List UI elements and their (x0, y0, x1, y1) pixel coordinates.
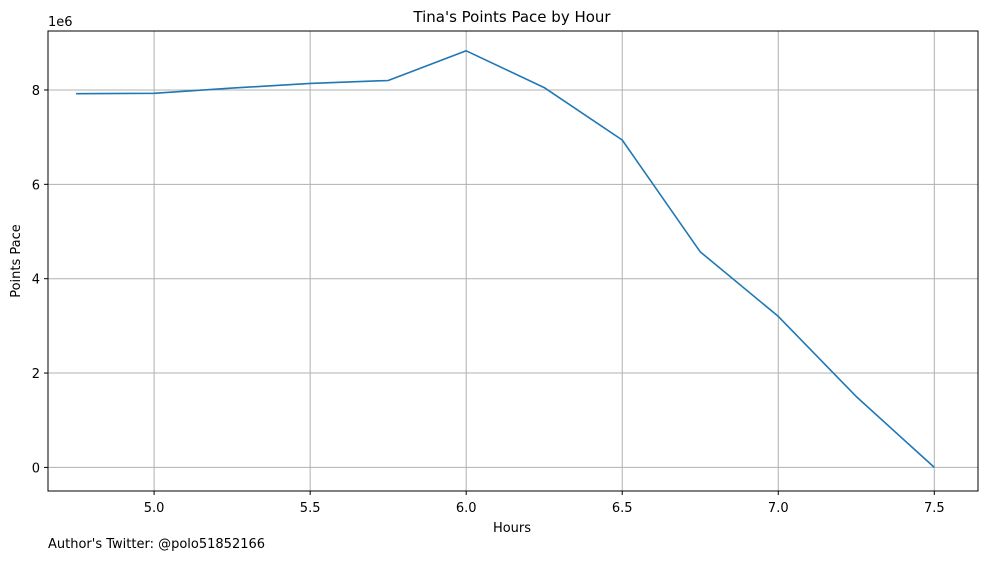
y-axis-label: Points Pace (9, 224, 24, 298)
y-tick-label: 4 (32, 273, 40, 288)
plot-frame (47, 30, 979, 492)
x-tick-label: 5.0 (144, 501, 165, 516)
y-offset-label: 1e6 (48, 15, 73, 30)
x-tick-label: 7.5 (924, 501, 945, 516)
series-line (76, 49, 935, 468)
chart-title: Tina's Points Pace by Hour (412, 8, 611, 26)
y-tick-label: 6 (32, 178, 40, 193)
x-tick-label: 5.5 (300, 501, 321, 516)
author-twitter-note: Author's Twitter: @polo51852166 (48, 537, 266, 552)
y-tick-label: 8 (32, 84, 40, 99)
x-tick-label: 7.0 (768, 501, 789, 516)
x-tick-label: 6.5 (612, 501, 633, 516)
x-tick-label: 6.0 (456, 501, 477, 516)
y-tick-label: 0 (32, 461, 40, 476)
series-layer (76, 49, 935, 468)
x-axis-label: Hours (493, 521, 531, 536)
grid (48, 31, 978, 491)
y-tick-label: 2 (32, 367, 40, 382)
ticks: 5.0 5.5 6.0 6.5 7.0 7.5 0 2 4 6 8 (32, 84, 945, 516)
